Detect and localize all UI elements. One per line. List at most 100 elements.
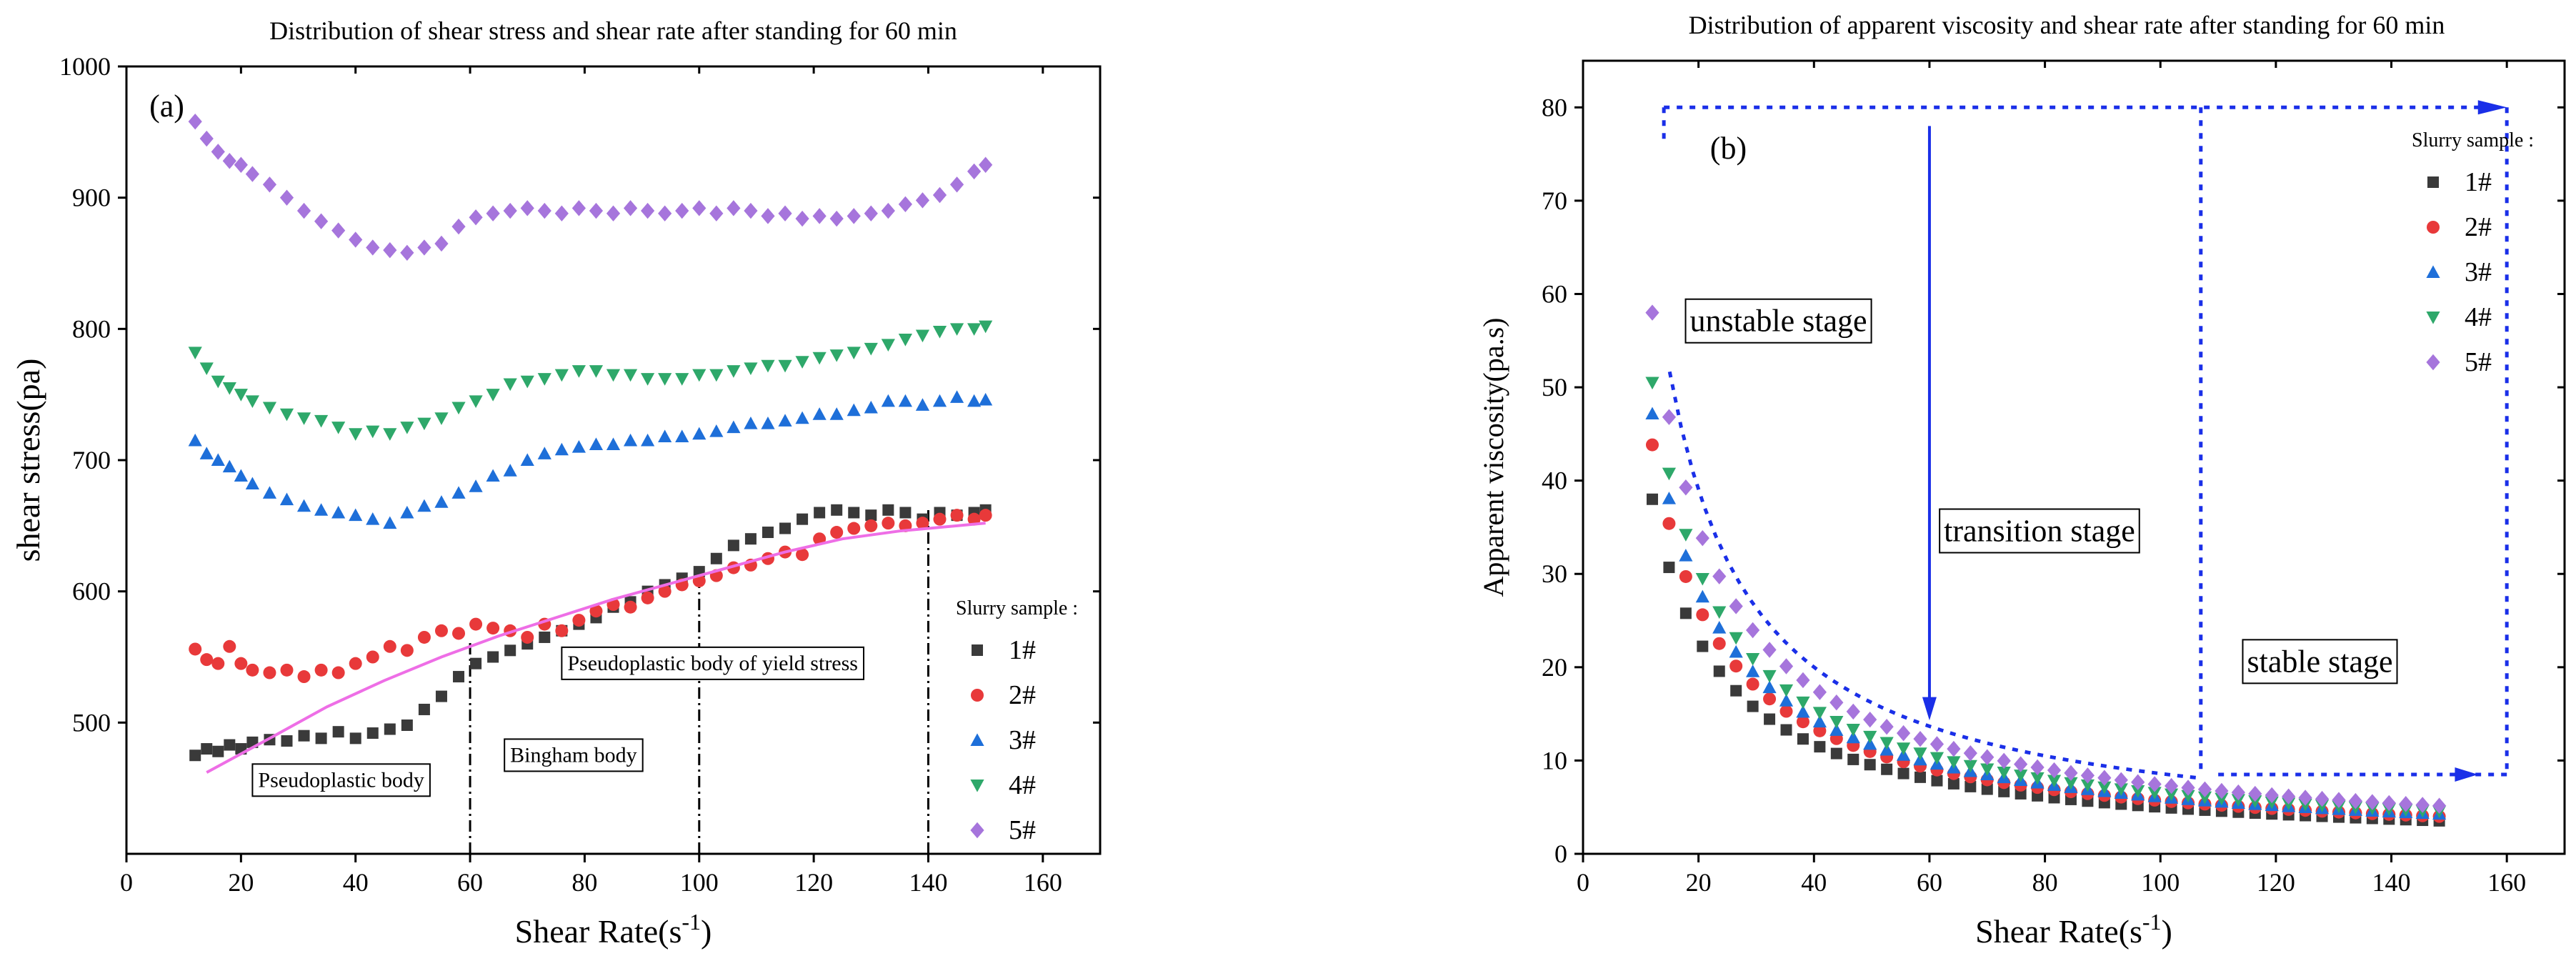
point-1-20 <box>504 644 516 657</box>
annotation-transition-box <box>1939 508 2140 554</box>
point-4-8 <box>1779 684 1794 697</box>
point-5-15 <box>417 239 431 256</box>
point-5-22 <box>537 202 551 219</box>
legend-label-3: 3# <box>1009 725 1036 755</box>
annotation-stable: stable stage <box>2242 639 2398 684</box>
point-5-7 <box>279 189 294 206</box>
point-4-25 <box>589 365 604 378</box>
x-tick-label: 0 <box>1577 868 1589 897</box>
point-2-45 <box>933 512 947 526</box>
point-5-18 <box>1947 740 1961 757</box>
point-2-16 <box>434 624 448 637</box>
point-3-2 <box>211 453 225 466</box>
point-1-42 <box>882 504 894 516</box>
point-3-26 <box>606 437 621 450</box>
point-4-37 <box>795 356 809 369</box>
point-4-11 <box>1829 715 1844 729</box>
point-5-39 <box>829 210 844 227</box>
point-1-10 <box>1814 741 1826 753</box>
point-3-21 <box>520 453 534 466</box>
point-5-1 <box>1662 409 1677 425</box>
point-2-17 <box>452 627 466 640</box>
annotation-bingham-box <box>504 738 644 772</box>
annotation-stable-text: stable stage <box>2247 644 2392 679</box>
point-2-14 <box>400 644 414 657</box>
x-tick-label: 80 <box>571 868 597 897</box>
point-5-26 <box>606 205 621 221</box>
point-1-1 <box>201 743 213 755</box>
point-5-35 <box>761 208 775 224</box>
point-2-3 <box>1696 608 1709 622</box>
point-5-12 <box>366 239 380 256</box>
point-3-4 <box>1712 621 1727 634</box>
point-5-44 <box>915 192 930 209</box>
point-4-5 <box>245 395 259 408</box>
annotation-stable-box <box>2242 639 2398 684</box>
x-tick-label: 0 <box>120 868 133 897</box>
point-1-19 <box>1965 780 1977 792</box>
fit-line <box>206 522 986 774</box>
y-tick-label: 30 <box>1542 559 1567 588</box>
y-tick-label: 50 <box>1542 373 1567 402</box>
point-2-3 <box>223 639 236 653</box>
point-4-36 <box>778 359 792 373</box>
point-4-0 <box>1645 377 1659 390</box>
point-2-41 <box>864 519 878 532</box>
point-5-38 <box>2282 788 2296 805</box>
point-1-10 <box>332 726 344 738</box>
point-5-28 <box>641 202 655 219</box>
point-1-7 <box>281 735 293 747</box>
point-5-27 <box>2097 770 2112 786</box>
point-3-0 <box>188 433 202 447</box>
point-5-44 <box>2382 795 2396 812</box>
y-tick-label: 70 <box>1542 186 1567 215</box>
point-3-32 <box>709 424 724 437</box>
point-3-0 <box>1645 407 1659 420</box>
point-3-35 <box>761 416 775 429</box>
point-5-11 <box>349 231 363 248</box>
annotation-transition-text: transition stage <box>1944 514 2135 549</box>
point-4-19 <box>486 389 500 402</box>
point-4-23 <box>2030 772 2045 785</box>
point-5-32 <box>709 205 724 221</box>
point-1-3 <box>1697 640 1709 652</box>
point-3-10 <box>1812 714 1827 728</box>
annotation-yield-stress-text: Pseudoplastic body of yield stress <box>567 652 858 675</box>
point-3-23 <box>554 442 569 456</box>
point-4-14 <box>400 422 414 434</box>
annotation-pseudoplastic-text: Pseudoplastic body <box>258 768 424 792</box>
point-5-14 <box>1879 718 1894 735</box>
point-4-33 <box>2197 791 2212 805</box>
point-5-43 <box>898 196 912 213</box>
point-2-13 <box>383 639 396 653</box>
point-5-37 <box>795 210 809 227</box>
point-3-38 <box>812 407 827 420</box>
point-4-27 <box>2097 781 2112 795</box>
legend-title: Slurry sample : <box>2412 129 2534 151</box>
point-1-13 <box>384 723 396 735</box>
point-1-37 <box>797 513 809 525</box>
point-5-40 <box>847 208 861 224</box>
point-1-14 <box>1881 763 1893 775</box>
point-3-25 <box>589 437 604 450</box>
chart-title: Distribution of shear stress and shear r… <box>269 16 957 45</box>
point-5-21 <box>520 200 534 216</box>
point-2-7 <box>280 663 294 677</box>
point-3-13 <box>383 516 397 529</box>
y-axis-label: Apparent viscosity(pa.s) <box>1477 317 1509 597</box>
point-1-3 <box>224 739 236 751</box>
point-1-36 <box>779 522 792 534</box>
point-4-10 <box>331 422 346 434</box>
point-4-22 <box>537 373 551 386</box>
panel-label: (b) <box>1710 131 1747 166</box>
point-5-12 <box>1846 703 1860 720</box>
point-5-45 <box>932 186 947 204</box>
point-2-27 <box>624 600 637 614</box>
point-5-36 <box>2248 785 2262 802</box>
point-1-18 <box>1947 777 1960 790</box>
x-tick-label: 120 <box>2257 868 2295 897</box>
y-tick-label: 80 <box>1542 93 1567 121</box>
point-4-3 <box>1695 572 1709 586</box>
point-5-25 <box>2064 765 2078 782</box>
point-2-25 <box>589 604 603 618</box>
